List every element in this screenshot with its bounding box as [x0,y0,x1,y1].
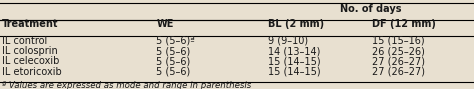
Text: 9 (9–10): 9 (9–10) [268,36,308,46]
Text: 5 (5–6)ª: 5 (5–6)ª [156,36,195,46]
Text: IL celecoxib: IL celecoxib [2,56,60,66]
Text: 15 (14–15): 15 (14–15) [268,67,320,77]
Text: 15 (14–15): 15 (14–15) [268,56,320,66]
Text: BL (2 mm): BL (2 mm) [268,19,324,29]
Text: No. of days: No. of days [340,4,401,14]
Text: 15 (15–16): 15 (15–16) [372,36,425,46]
Text: 5 (5–6): 5 (5–6) [156,67,191,77]
Text: 27 (26–27): 27 (26–27) [372,56,425,66]
Text: 27 (26–27): 27 (26–27) [372,67,425,77]
Text: ª Values are expressed as mode and range in parenthesis: ª Values are expressed as mode and range… [2,81,252,89]
Text: WE: WE [156,19,174,29]
Text: 14 (13–14): 14 (13–14) [268,46,320,56]
Text: IL etoricoxib: IL etoricoxib [2,67,62,77]
Text: IL control: IL control [2,36,47,46]
Text: 5 (5–6): 5 (5–6) [156,46,191,56]
Text: 5 (5–6): 5 (5–6) [156,56,191,66]
Text: DF (12 mm): DF (12 mm) [372,19,436,29]
Text: Treatment: Treatment [2,19,59,29]
Text: IL colosprin: IL colosprin [2,46,58,56]
Text: 26 (25–26): 26 (25–26) [372,46,425,56]
